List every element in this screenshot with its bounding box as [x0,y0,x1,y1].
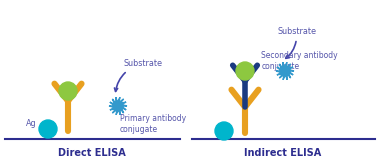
Text: Substrate: Substrate [115,59,162,91]
Text: Secondary antibody
conjugate: Secondary antibody conjugate [261,51,338,71]
Polygon shape [109,97,127,115]
Circle shape [113,101,123,111]
Circle shape [39,120,57,138]
Text: Direct ELISA: Direct ELISA [58,148,126,158]
Text: Ag: Ag [26,119,37,127]
Circle shape [59,82,77,100]
Text: Primary antibody
conjugate: Primary antibody conjugate [120,114,186,134]
Polygon shape [276,62,294,80]
Circle shape [215,122,233,140]
Circle shape [236,62,254,80]
Text: Substrate: Substrate [277,27,316,58]
Text: Indirect ELISA: Indirect ELISA [244,148,322,158]
Circle shape [280,66,290,76]
